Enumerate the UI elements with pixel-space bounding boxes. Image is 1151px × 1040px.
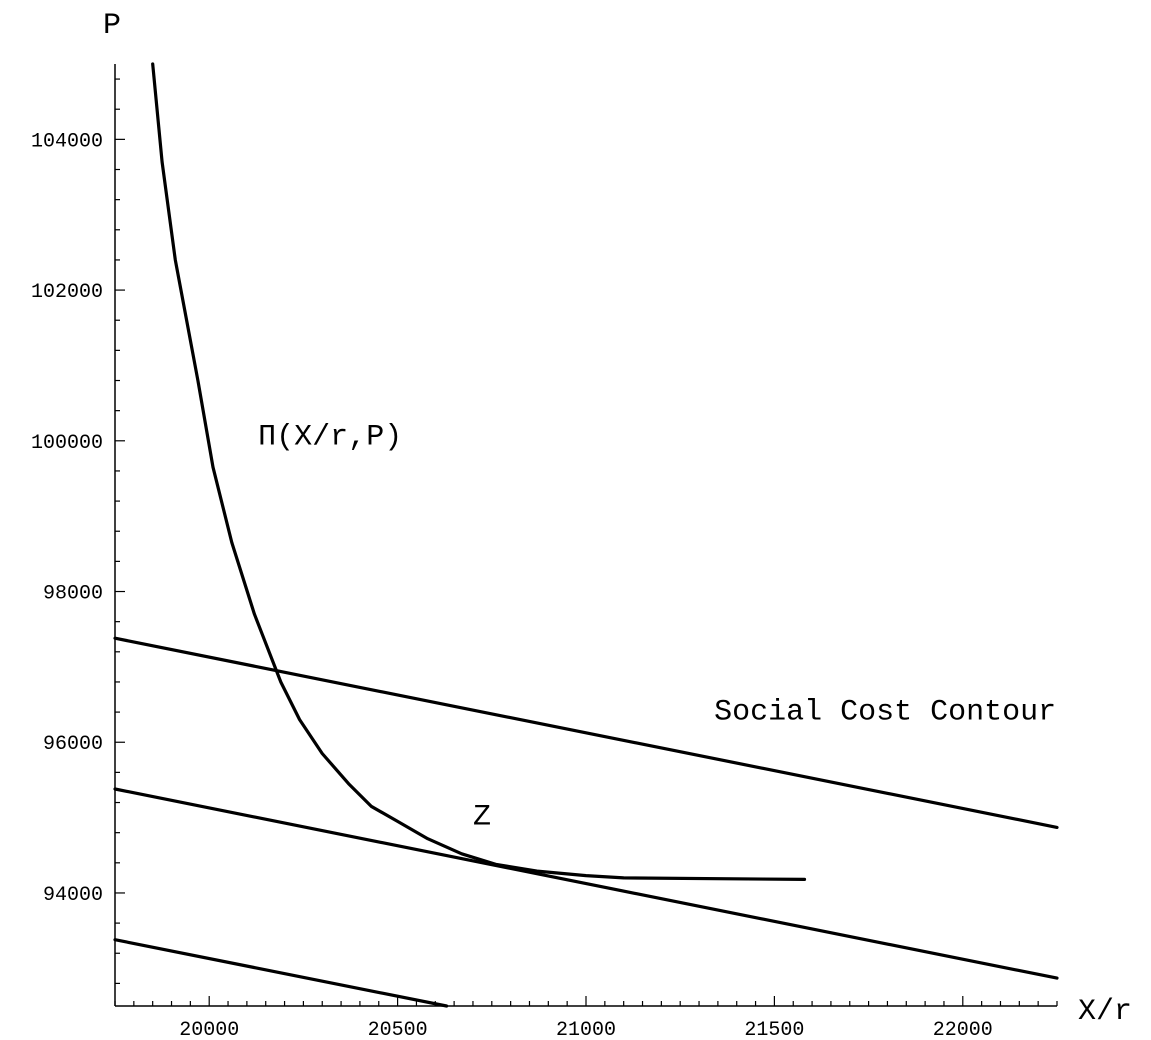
annotations: Π(X/r,P) Social Cost Contour Z [258, 421, 1056, 835]
x-axis-title: X/r [1078, 995, 1132, 1029]
y-tick-label: 102000 [31, 281, 103, 304]
y-tick-label: 98000 [43, 583, 103, 606]
x-tick-label: 20500 [368, 1019, 428, 1040]
series-contour-line-3 [113, 938, 449, 1008]
annotation-pi-label: Π(X/r,P) [258, 421, 402, 455]
series-curve-pi [151, 62, 807, 881]
x-tick-label: 21000 [556, 1019, 616, 1040]
annotation-social-cost-label: Social Cost Contour [714, 696, 1056, 730]
y-axis-title: P [103, 9, 121, 43]
series-contour-line-1 [113, 636, 1059, 829]
ticks: 20000 20500 21000 21500 22000 94000 96000 98000… [31, 78, 1058, 1040]
y-tick-label: 100000 [31, 432, 103, 455]
y-tick-label: 94000 [43, 884, 103, 907]
x-tick-label: 22000 [933, 1019, 993, 1040]
series-lines [113, 62, 1059, 1008]
y-tick-label: 96000 [43, 733, 103, 756]
x-tick-label: 21500 [744, 1019, 804, 1040]
axes [114, 64, 1057, 1007]
x-tick-label: 20000 [179, 1019, 239, 1040]
annotation-z-label: Z [473, 800, 491, 834]
y-tick-label: 104000 [31, 130, 103, 153]
series-contour-line-2 [113, 787, 1059, 980]
